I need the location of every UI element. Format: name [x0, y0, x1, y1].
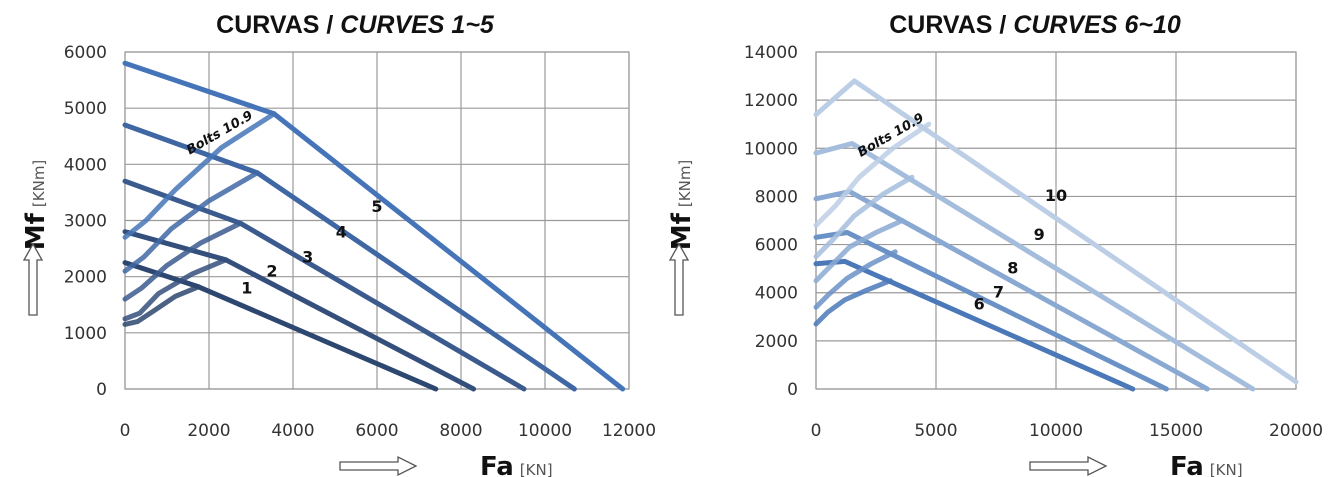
curve-label-6: 6 — [974, 295, 985, 314]
x-tick-label: 20000 — [1269, 421, 1323, 441]
x-tick-label: 8000 — [439, 421, 482, 441]
curve-label-8: 8 — [1007, 258, 1018, 277]
bolt-curve-10 — [813, 121, 932, 228]
y-tick-label: 2000 — [64, 268, 107, 288]
chart-title: CURVAS / CURVES 6~10 — [889, 11, 1181, 39]
series-line-10 — [813, 78, 1299, 385]
y-axis-label: Mf [KNm] — [21, 160, 51, 251]
x-axis-name: Fa — [480, 452, 514, 477]
chart-title-part2: CURVES 6~10 — [1013, 11, 1181, 39]
chart-title-part1: CURVAS / — [889, 11, 1013, 39]
curve-label-3: 3 — [302, 248, 313, 267]
y-tick-label: 0 — [787, 380, 798, 400]
y-tick-label: 8000 — [755, 187, 798, 207]
bolt-curve-4 — [122, 170, 260, 274]
x-axis-unit: [KN] — [520, 461, 553, 477]
chart-title: CURVAS / CURVES 1~5 — [216, 11, 495, 39]
y-tick-label: 6000 — [755, 236, 798, 256]
y-tick-label: 4000 — [755, 284, 798, 304]
plot-frame — [815, 51, 1297, 390]
x-axis-arrow-icon — [1029, 455, 1108, 477]
x-tick-label: 10000 — [518, 421, 572, 441]
bolt-curve-2 — [122, 257, 229, 322]
y-axis-arrow-icon — [668, 242, 690, 316]
y-axis-unit: [KNm] — [676, 160, 694, 207]
bolt-curve-1 — [122, 284, 201, 327]
y-tick-label: 4000 — [64, 155, 107, 175]
series-line-6 — [813, 258, 1136, 392]
plot-frame — [124, 51, 630, 390]
curve-label-5: 5 — [371, 197, 382, 216]
x-tick-label: 15000 — [1149, 421, 1203, 441]
series-line-8 — [813, 189, 1210, 392]
bolt-curve-8 — [813, 218, 905, 284]
series-line-3 — [122, 178, 527, 392]
series-line-5 — [122, 60, 626, 392]
series-line-4 — [122, 122, 577, 392]
curve-label-7: 7 — [993, 283, 1004, 302]
bolt-curve-3 — [122, 220, 243, 302]
bolt-curve-6 — [813, 278, 893, 327]
x-tick-label: 5000 — [914, 421, 957, 441]
x-tick-label: 4000 — [271, 421, 314, 441]
y-axis-name: Mf — [21, 212, 51, 250]
y-tick-label: 5000 — [64, 99, 107, 119]
y-tick-label: 14000 — [744, 43, 798, 63]
x-axis-label: Fa [KN] — [480, 452, 553, 477]
curve-label-1: 1 — [241, 279, 252, 298]
x-tick-label: 6000 — [355, 421, 398, 441]
bolt-curve-5 — [122, 111, 277, 240]
x-tick-label: 2000 — [187, 421, 230, 441]
y-tick-label: 12000 — [744, 91, 798, 111]
series-line-1 — [122, 260, 439, 392]
y-axis-arrow-icon — [22, 242, 44, 316]
y-axis-label: Mf [KNm] — [667, 160, 697, 251]
y-axis-unit: [KNm] — [30, 160, 48, 207]
x-axis-unit: [KN] — [1210, 461, 1243, 477]
x-tick-label: 0 — [811, 421, 822, 441]
curve-label-9: 9 — [1034, 225, 1045, 244]
y-tick-label: 3000 — [64, 212, 107, 232]
y-axis-name: Mf — [667, 212, 697, 250]
y-tick-label: 6000 — [64, 43, 107, 63]
x-axis-label: Fa [KN] — [1170, 452, 1243, 477]
series-line-9 — [813, 141, 1256, 392]
y-tick-label: 1000 — [64, 324, 107, 344]
bolt-curve-9 — [813, 174, 915, 260]
chart-2: CURVAS / CURVES 6~1002000400060008000100… — [667, 11, 1323, 477]
series-line-7 — [813, 230, 1169, 392]
chart-1: CURVAS / CURVES 1~5 0 1000 2000 3000 4000 5000… — [21, 11, 656, 477]
chart-title-part1: CURVAS / — [216, 11, 340, 39]
x-axis-name: Fa — [1170, 452, 1204, 477]
x-tick-label: 12000 — [602, 421, 656, 441]
y-tick-label: 2000 — [755, 332, 798, 352]
y-tick-label: 10000 — [744, 139, 798, 159]
x-tick-label: 0 — [120, 421, 131, 441]
curve-label-2: 2 — [266, 262, 277, 281]
x-tick-label: 10000 — [1029, 421, 1083, 441]
bolt-curve-7 — [813, 249, 898, 310]
curve-label-10: 10 — [1045, 186, 1067, 205]
x-axis-arrow-icon — [339, 455, 418, 477]
curve-label-4: 4 — [336, 222, 347, 241]
y-tick-label: 0 — [96, 380, 107, 400]
chart-title-part2: CURVES 1~5 — [340, 11, 495, 39]
